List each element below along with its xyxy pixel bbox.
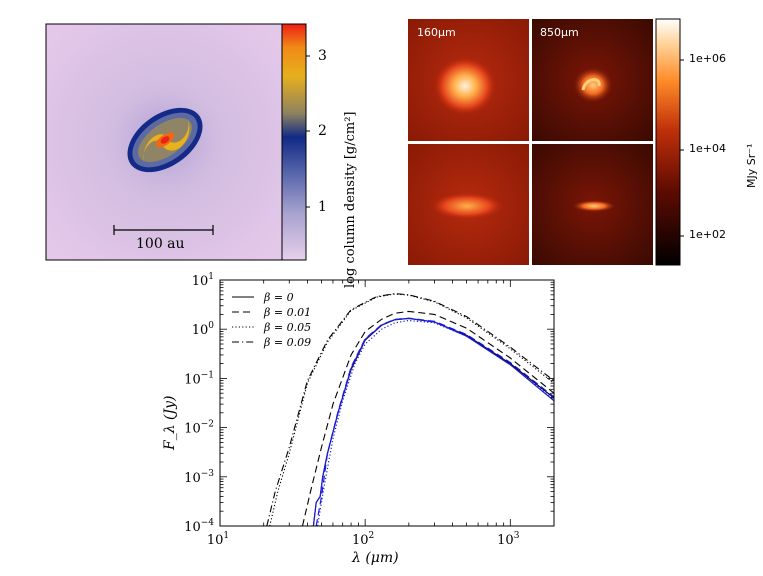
flux-colorbar-tick-1e6: 1e+06: [689, 52, 726, 65]
sed-series-blue-dotted: [317, 319, 554, 526]
sed-ytick-label: 101: [192, 272, 214, 289]
sed-ytick-label: 10−2: [184, 420, 214, 437]
density-colorbar: [281, 23, 307, 261]
flux-colorbar: [655, 18, 681, 266]
flux-colorbar-tick-1e4: 1e+04: [689, 142, 726, 155]
sed-ticks: 101 102 103 10−4 10−3 10−2 10−1 100 101: [184, 272, 555, 548]
flux-colorbar-label: MJy Sr⁻¹: [745, 143, 758, 188]
panel-850-edge-on: [532, 144, 653, 265]
column-density-svg: [45, 23, 310, 261]
sed-xtick-label: 103: [497, 531, 520, 548]
sed-frame: [219, 279, 555, 527]
sed-series-blue-solid: [312, 317, 554, 526]
density-colorbar-tick-3: 3: [318, 48, 327, 64]
sed-series--0.09: [266, 293, 554, 526]
panel-label-160: 160μm: [417, 26, 456, 39]
panel-850-face-on: [532, 19, 653, 141]
sed-series--0: [312, 317, 554, 526]
sed-series-blue-dashed: [315, 317, 554, 526]
legend-label: β = 0.09: [263, 336, 311, 349]
sed-ytick-label: 10−3: [184, 469, 214, 486]
flux-maps-svg: [405, 16, 684, 268]
sed-xlabel: λ (μm): [352, 550, 399, 566]
sed-ylabel: F_λ (Jy): [162, 395, 178, 450]
sed-xtick-label: 101: [207, 531, 229, 548]
flux-maps-figure: 160μm 850μm 1e+06 1e+04 1e+02 MJy Sr⁻¹: [405, 16, 763, 268]
legend-label: β = 0.01: [263, 306, 311, 319]
density-colorbar-tick-2: 2: [318, 123, 327, 139]
sed-legend: β = 0 β = 0.01 β = 0.05 β = 0.09: [232, 291, 311, 349]
sed-series--0.05: [269, 293, 554, 526]
column-density-figure: 100 au 1 2 3 log column density [g/cm²]: [0, 0, 380, 288]
sed-ytick-label: 100: [192, 321, 215, 338]
density-colorbar-tick-1: 1: [318, 199, 327, 215]
density-disk: [127, 107, 203, 173]
sed-ytick-label: 10−4: [184, 518, 214, 535]
panel-160-edge-on: [408, 144, 529, 265]
panel-160-face-on: [408, 19, 529, 141]
scale-bar-label: 100 au: [136, 236, 185, 252]
sed-series-group: [266, 293, 554, 526]
legend-label: β = 0.05: [263, 321, 311, 334]
sed-plot-area: [219, 279, 555, 527]
legend-label: β = 0: [263, 291, 294, 304]
sed-xtick-label: 102: [352, 531, 374, 548]
panel-label-850: 850μm: [540, 26, 579, 39]
flux-colorbar-tick-1e2: 1e+02: [689, 228, 726, 241]
sed-ytick-label: 10−1: [184, 370, 214, 387]
density-colorbar-label: log column density [g/cm²]: [343, 111, 358, 289]
sed-series--0.01: [301, 310, 554, 526]
scale-bar: [113, 225, 214, 235]
